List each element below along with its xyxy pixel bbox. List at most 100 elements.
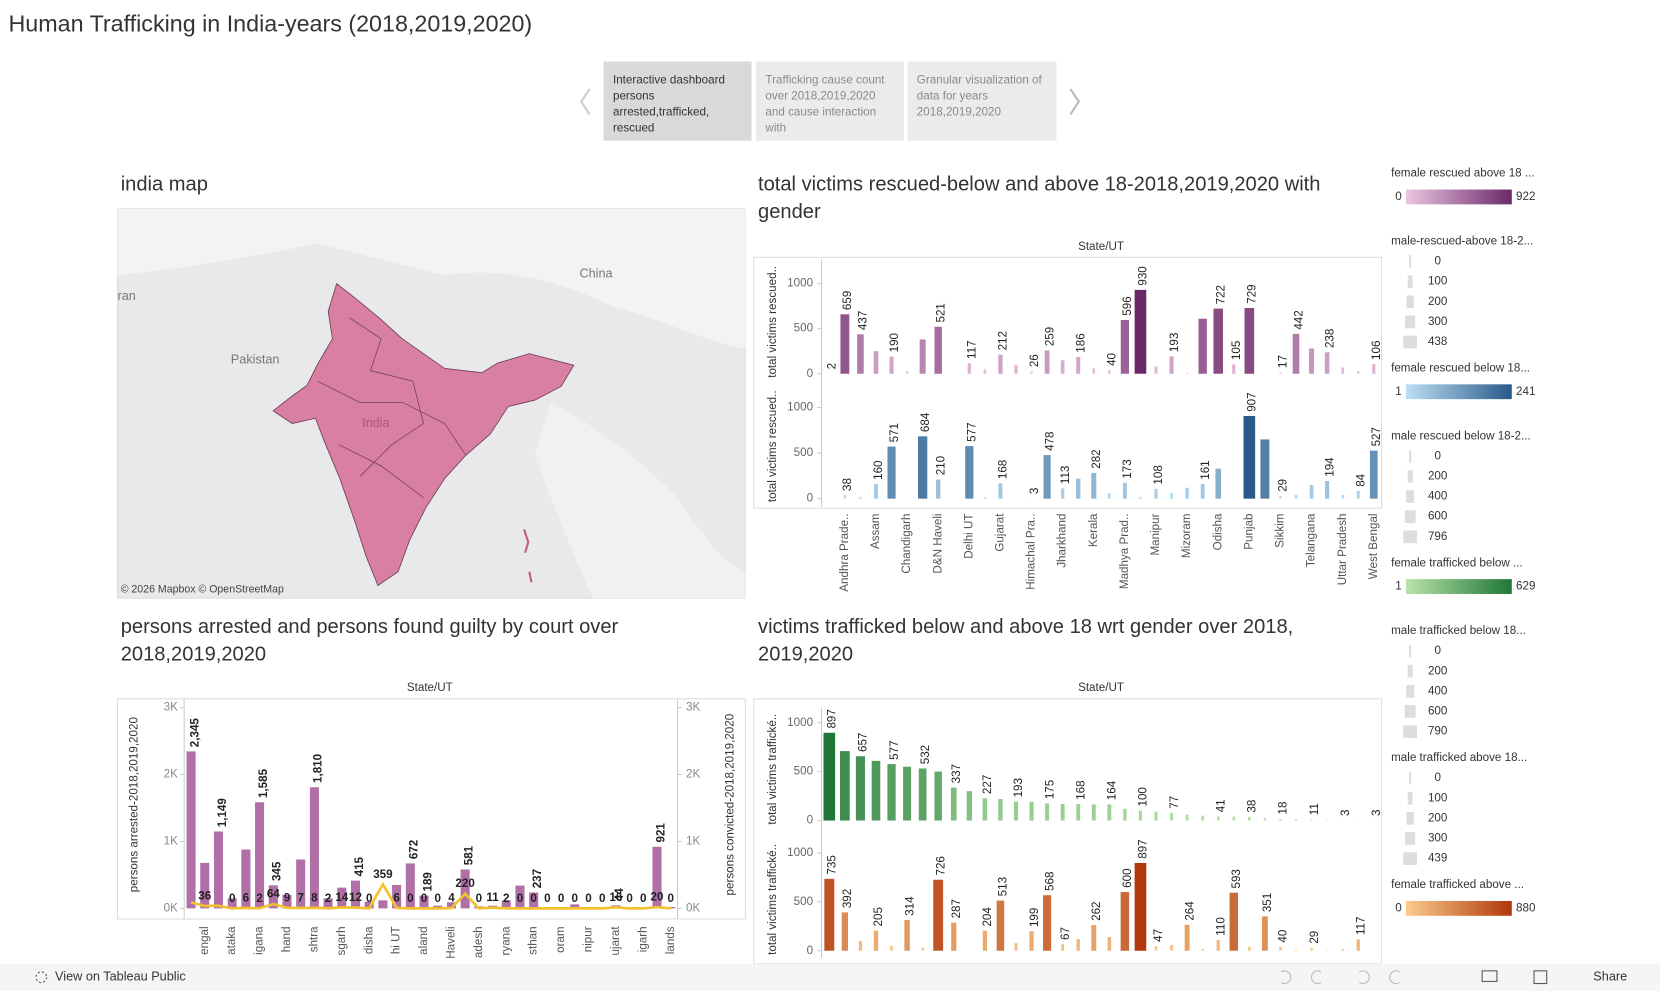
bar — [998, 483, 1003, 499]
bar — [1248, 816, 1251, 821]
legend-value: 439 — [1428, 852, 1447, 865]
legend-max: 629 — [1516, 580, 1535, 593]
bar — [996, 900, 1005, 951]
y-tick-label: 0K — [164, 901, 178, 914]
bar — [1200, 484, 1205, 499]
data-label: 0 — [572, 892, 578, 905]
y-tick-label: 500 — [794, 322, 814, 335]
bar — [951, 922, 957, 951]
data-label: 521 — [934, 303, 947, 322]
footer: View on Tableau Public Share — [0, 963, 1660, 991]
map-label: ran — [118, 289, 136, 303]
bar — [1243, 416, 1256, 499]
bar — [241, 849, 251, 909]
bar — [1043, 895, 1052, 951]
data-label: 0 — [599, 892, 605, 905]
bar — [186, 751, 196, 909]
bar — [873, 930, 879, 951]
legend-value: 400 — [1428, 684, 1448, 697]
x-tick-label: ujarat — [609, 926, 622, 956]
dashboard-title: Human Trafficking in India-years (2018,2… — [8, 11, 532, 37]
data-label: 282 — [1090, 449, 1103, 468]
data-label: 3 — [1370, 810, 1383, 816]
bar — [1045, 803, 1050, 821]
next-arrow[interactable] — [1069, 88, 1081, 115]
bar — [1170, 944, 1173, 951]
data-label: 1,585 — [257, 768, 270, 798]
fullscreen-icon[interactable] — [1533, 970, 1548, 985]
legend-value: 100 — [1428, 275, 1448, 288]
data-label: 921 — [654, 823, 667, 843]
data-label: 204 — [981, 907, 994, 927]
x-tick-label: Mizoram — [1180, 513, 1193, 558]
x-tick-label: hand — [280, 926, 293, 952]
data-label: 726 — [934, 856, 947, 875]
data-label: 0 — [229, 892, 235, 905]
bar — [1076, 804, 1081, 821]
legend-title: female rescued above 18 ... — [1391, 167, 1534, 180]
bar — [1060, 360, 1065, 374]
bar — [858, 940, 863, 951]
bar — [1134, 863, 1147, 951]
bar — [840, 751, 850, 821]
tab[interactable]: Interactive dashboard persons arrested,t… — [603, 61, 752, 141]
y-tick-label: 1000 — [787, 401, 813, 414]
data-label: 2 — [503, 892, 509, 905]
y-tick-label: 0 — [807, 492, 814, 505]
data-label: 659 — [841, 291, 854, 310]
legend-scale — [1405, 900, 1512, 916]
data-label: 0 — [434, 892, 440, 905]
bar — [1201, 815, 1204, 821]
legend-value: 300 — [1428, 315, 1448, 328]
toolbar-icons[interactable] — [1280, 970, 1400, 985]
legend-min: 0 — [1395, 901, 1402, 914]
legend-value: 790 — [1428, 725, 1448, 738]
tab-label[interactable]: Trafficking cause count over 2018,2019,2… — [755, 61, 905, 141]
legend-size — [1406, 295, 1414, 309]
data-label: 189 — [421, 872, 434, 892]
share-button[interactable]: Share — [1593, 970, 1627, 984]
data-label: 194 — [1323, 457, 1336, 477]
y-tick-label: 500 — [794, 446, 814, 459]
bar — [966, 791, 972, 821]
data-label: 0 — [407, 892, 413, 905]
prev-arrow[interactable] — [579, 88, 591, 115]
bar — [1356, 491, 1360, 499]
islands — [523, 529, 533, 583]
y2-axis-title: persons convicted-2018,2019,2020 — [724, 713, 737, 895]
india-region[interactable] — [272, 283, 575, 587]
tab[interactable]: Trafficking cause count over 2018,2019,2… — [755, 61, 905, 141]
data-label: 392 — [841, 889, 854, 908]
footer-link[interactable]: View on Tableau Public — [55, 970, 186, 984]
bar — [1263, 818, 1267, 821]
bar — [350, 880, 361, 909]
download-icon[interactable] — [1481, 970, 1498, 982]
x-tick-label: ryana — [499, 926, 512, 956]
bar — [965, 446, 974, 499]
map[interactable] — [116, 208, 746, 599]
bar — [1029, 931, 1034, 951]
data-label: 106 — [1370, 341, 1383, 360]
data-label: 193 — [1168, 333, 1181, 352]
tab-label[interactable]: Interactive dashboard persons arrested,t… — [603, 61, 752, 141]
legend-value: 400 — [1428, 490, 1448, 503]
data-label: 199 — [1028, 908, 1041, 927]
map-title-text: india map — [120, 173, 208, 196]
data-label: 1,149 — [216, 798, 229, 828]
tab-label[interactable]: Granular visualization of data for years… — [907, 61, 1057, 141]
bar — [1229, 892, 1238, 951]
x-tick-label: shtra — [307, 926, 320, 952]
tab[interactable]: Granular visualization of data for years… — [907, 61, 1057, 141]
x-tick-label: Odisha — [1211, 513, 1224, 550]
bar — [823, 732, 836, 821]
bar — [1341, 948, 1344, 951]
data-label: 2 — [325, 892, 331, 905]
data-label: 11 — [1308, 803, 1321, 815]
data-label: 729 — [1246, 284, 1259, 303]
legend-title: male rescued below 18-2... — [1391, 429, 1531, 442]
bar — [889, 356, 894, 374]
legend-size — [1409, 644, 1412, 658]
bar — [1356, 939, 1360, 951]
bar — [1014, 942, 1018, 951]
x-tick-label: adesh — [472, 926, 485, 958]
